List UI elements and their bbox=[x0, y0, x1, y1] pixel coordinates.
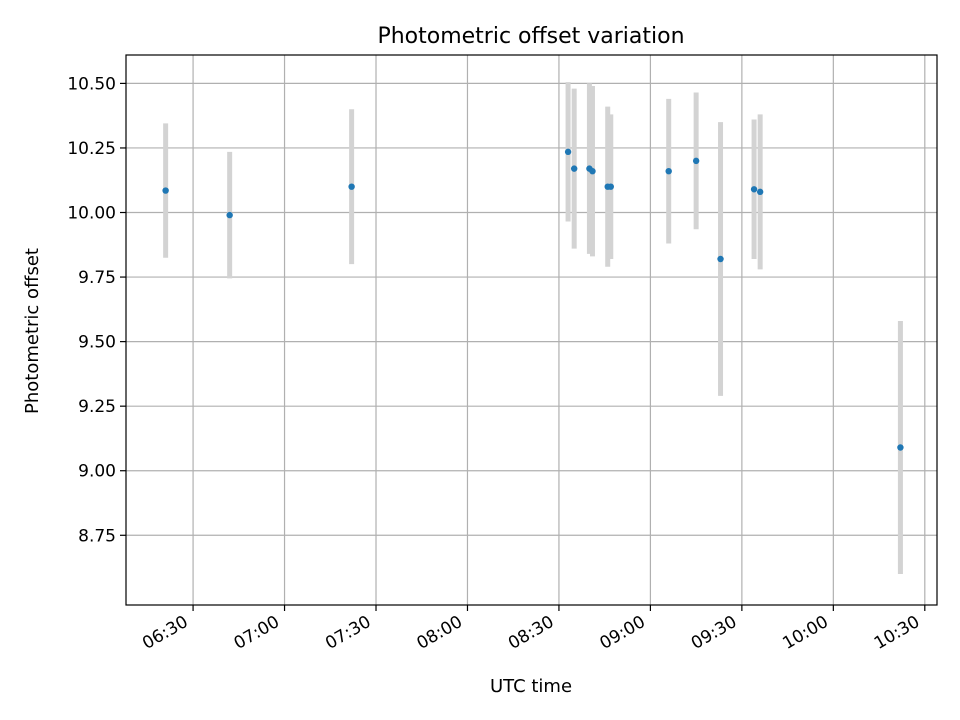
data-point bbox=[607, 183, 614, 190]
data-point bbox=[665, 167, 672, 175]
x-axis-label: UTC time bbox=[490, 676, 572, 697]
y-tick-label: 9.00 bbox=[78, 462, 116, 482]
y-tick-label: 9.50 bbox=[78, 333, 116, 353]
y-tick-label: 10.50 bbox=[67, 74, 116, 94]
data-point bbox=[348, 183, 355, 190]
grid bbox=[126, 55, 937, 605]
data-point bbox=[564, 148, 572, 156]
data-point bbox=[162, 187, 169, 194]
data-points bbox=[162, 148, 904, 451]
data-point bbox=[897, 444, 904, 451]
y-tick-label: 8.75 bbox=[78, 526, 116, 546]
data-point bbox=[589, 167, 596, 175]
data-point bbox=[750, 186, 758, 193]
y-tick-label: 9.75 bbox=[78, 268, 116, 288]
y-axis-ticks: 8.75 9.00 9.25 9.50 9.75 10.00 10.25 10.50 bbox=[67, 74, 126, 546]
y-tick-label: 10.25 bbox=[67, 139, 116, 159]
data-point bbox=[692, 157, 700, 165]
data-point bbox=[570, 165, 578, 172]
y-tick-label: 10.00 bbox=[67, 204, 116, 224]
data-point bbox=[756, 188, 764, 196]
data-point bbox=[226, 211, 233, 219]
data-point bbox=[717, 255, 724, 263]
chart-title: Photometric offset variation bbox=[377, 24, 684, 49]
plot-frame bbox=[125, 54, 938, 606]
y-axis-label: Photometric offset bbox=[22, 248, 43, 414]
y-tick-label: 9.25 bbox=[78, 397, 116, 417]
